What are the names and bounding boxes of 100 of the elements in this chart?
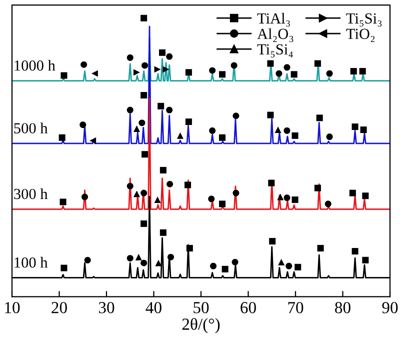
point [284,127,290,134]
x-tick-label: 70 [288,302,304,314]
point [232,112,240,120]
legend-label: Al₂O₃ [257,28,294,42]
point [222,266,228,272]
point [80,61,88,68]
legend-label: TiO₂ [346,28,374,42]
x-tick-label: 30 [98,302,114,314]
point [140,260,148,266]
point [349,190,356,196]
point [326,70,333,77]
point [352,248,358,255]
point [284,64,290,71]
series-label: 500 h [14,122,48,134]
point [155,260,162,266]
legend-label: TiAl₃ [257,12,290,27]
x-tick-label: 80 [335,302,350,314]
point [154,196,161,203]
point [140,14,148,22]
point [352,123,358,130]
point [84,256,91,264]
point [324,200,332,208]
point [276,70,282,77]
point [314,60,321,67]
point [91,70,98,77]
point [208,196,215,202]
point [160,166,166,174]
x-tick-label: 10 [5,302,20,314]
point [219,134,226,141]
point [133,190,140,198]
point [219,200,226,208]
point [210,262,217,270]
point [269,238,276,244]
point [154,66,161,73]
point [126,54,134,61]
point [126,106,134,114]
point [209,127,216,134]
point [60,72,68,79]
point [268,180,275,186]
point [267,112,274,118]
point [219,71,226,78]
point [232,258,238,266]
point [186,244,193,252]
x-tick-label: 40 [146,302,162,314]
point [166,53,173,60]
x-axis-title: 2θ/(°) [182,318,220,334]
point [80,122,86,128]
point [142,151,148,158]
point [60,264,68,272]
point [60,198,66,206]
point [159,49,166,56]
legend-label: Ti₅Si₃ [346,13,382,27]
x-tick-label: 50 [194,302,209,314]
x-tick-label: 90 [382,302,398,314]
point [142,62,148,69]
series-label: 100 h [14,256,48,268]
point [166,180,174,188]
x-tick-label: 20 [52,302,67,314]
point [135,254,142,260]
point [58,134,66,141]
point [350,68,357,75]
point [126,254,134,262]
point [292,196,298,203]
point [140,190,148,196]
point [82,194,88,200]
point [162,66,170,73]
point [290,71,298,78]
point [278,258,285,266]
point [286,262,292,270]
point [185,69,192,76]
point [133,69,140,76]
point [359,68,366,75]
point [274,126,282,134]
series-label: 1000 h [14,60,56,71]
point [160,229,166,236]
point [209,67,216,74]
point [133,125,140,132]
point [140,220,148,227]
point [158,102,164,110]
point [292,132,298,139]
point [360,126,367,134]
point [140,92,148,99]
point [138,120,146,126]
point [90,137,96,144]
legend-label: Ti₅Si₄ [257,44,293,58]
point [314,184,321,192]
point [362,256,369,264]
series-label: 300 h [14,188,48,200]
point [168,254,174,260]
point [232,190,240,196]
point [126,182,134,190]
point [267,60,274,67]
point [316,114,323,122]
point [166,106,173,114]
point [294,264,302,270]
point [184,182,192,188]
point [176,132,184,139]
point [277,194,284,200]
point [230,62,238,69]
point [362,192,369,200]
